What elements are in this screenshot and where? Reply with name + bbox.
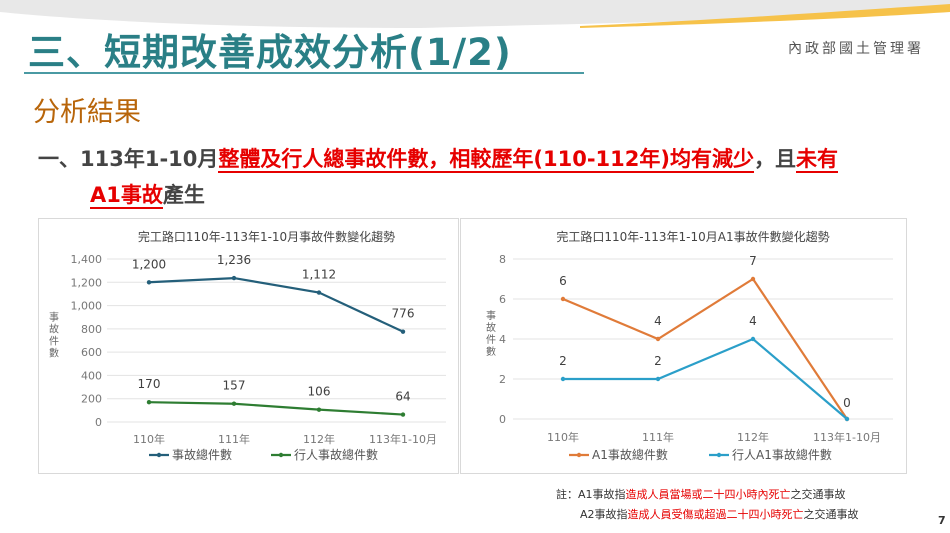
legend-label: A1事故總件數 [592,447,668,462]
chart-svg: 完工路口110年-113年1-10月A1事故件數變化趨勢 0 2 4 6 8 事故件數 110… [486,229,893,462]
data-label: 4 [749,314,757,328]
data-point [316,407,322,412]
data-label: 1,236 [217,253,251,267]
y-tick-label: 0 [499,413,506,426]
series-line-2 [148,401,404,416]
data-point [560,296,566,302]
series-line-2 [563,337,848,420]
y-tick-label: 200 [81,393,102,406]
chart-title: 完工路口110年-113年1-10月事故件數變化趨勢 [138,229,395,244]
data-label: 157 [223,379,246,393]
data-point [560,376,566,382]
legend-label: 事故總件數 [172,447,232,462]
note-text: A2事故指 [580,508,628,521]
data-point [400,412,406,417]
data-label: 6 [559,274,567,288]
data-label: 1,200 [132,257,166,271]
bullet-prefix: 一、113年1-10月 [38,147,219,171]
data-label: 2 [559,354,567,368]
legend-marker [716,452,722,458]
data-label: 64 [395,390,410,404]
note-label: 註： [556,488,578,501]
title-underline [24,72,584,74]
series-line-1 [562,277,848,420]
y-tick-label: 8 [499,253,506,266]
y-tick-label: 1,000 [71,300,103,313]
note-text: 之交通事故 [790,488,846,501]
legend-marker [576,452,582,458]
data-point [750,336,756,342]
y-tick-label: 0 [95,416,102,429]
data-label: 1,112 [302,268,336,282]
bullet-highlight: A1事故 [90,183,163,209]
x-tick-label: 111年 [218,432,250,446]
x-tick-label: 112年 [737,430,769,444]
legend-label: 行人A1事故總件數 [732,447,832,462]
bullet-line-1: 一、113年1-10月整體及行人總事故件數，相較歷年(110-112年)均有減少… [38,143,838,173]
data-point [316,290,322,295]
data-label: 106 [308,385,331,399]
x-tick-label: 111年 [642,430,674,444]
x-tick-label: 110年 [133,432,165,446]
chart-a1-accidents: 完工路口110年-113年1-10月A1事故件數變化趨勢 0 2 4 6 8 事故件數 110… [460,218,907,474]
legend-label: 行人事故總件數 [294,447,378,462]
bullet-middle: ，且 [753,147,796,171]
chart-title: 完工路口110年-113年1-10月A1事故件數變化趨勢 [556,229,829,244]
bullet-highlight: 未有 [795,147,838,173]
y-tick-label: 400 [81,369,102,382]
data-label: 170 [138,377,161,391]
data-point [655,336,661,342]
data-point [146,280,152,285]
chart-svg: 完工路口110年-113年1-10月事故件數變化趨勢 0 200 400 600 800 1… [49,229,446,462]
data-point [750,276,756,282]
bullet-suffix: 產生 [162,183,205,207]
x-tick-label: 113年1-10月 [369,432,437,446]
y-axis-label: 事故件數 [486,309,496,358]
y-axis-label: 事故件數 [49,311,59,360]
y-tick-label: 6 [499,293,506,306]
note-text: 之交通事故 [803,508,859,521]
note-text: A1事故指 [578,488,626,501]
legend-marker [278,452,284,458]
page-title: 三、短期改善成效分析(1/2) [28,31,512,74]
data-label: 0 [843,396,851,410]
x-tick-label: 110年 [547,430,579,444]
page-number: 7 [938,514,946,527]
note-a2: A2事故指造成人員受傷或超過二十四小時死亡之交通事故 [580,506,859,522]
data-point [844,416,850,422]
note-a1: 註：A1事故指造成人員當場或二十四小時內死亡之交通事故 [556,486,846,502]
legend-marker [156,452,162,458]
data-point [231,275,237,281]
data-label: 4 [654,314,662,328]
data-point [146,400,152,405]
organization-name: 內政部國土管理署 [788,41,924,57]
y-tick-label: 1,400 [71,253,103,266]
header-decoration [0,0,950,28]
data-point [231,401,237,406]
x-tick-label: 113年1-10月 [813,430,881,444]
series-line-1 [148,276,404,333]
data-label: 2 [654,354,662,368]
y-tick-label: 4 [499,333,506,346]
data-point [655,376,661,382]
data-label: 776 [392,307,415,321]
chart-total-accidents: 完工路口110年-113年1-10月事故件數變化趨勢 0 200 400 600 800 1… [38,218,459,474]
data-point [400,329,406,334]
bullet-line-2: A1事故產生 [90,179,205,209]
x-tick-label: 112年 [303,432,335,446]
section-subheading: 分析結果 [33,97,141,128]
y-tick-label: 2 [499,373,506,386]
data-label: 7 [749,254,757,268]
note-highlight: 造成人員當場或二十四小時內死亡 [625,488,791,501]
bullet-highlight: 整體及行人總事故件數，相較歷年(110-112年)均有減少 [218,147,754,173]
note-highlight: 造成人員受傷或超過二十四小時死亡 [627,508,804,521]
y-tick-label: 800 [81,323,102,336]
y-tick-label: 600 [81,346,102,359]
y-tick-label: 1,200 [71,276,103,289]
